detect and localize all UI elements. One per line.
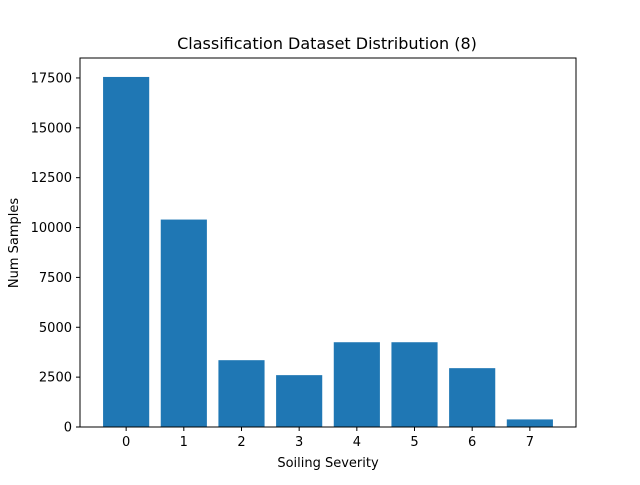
y-tick-label-2500: 2500 <box>39 371 72 386</box>
x-tick-label-3: 3 <box>295 435 303 450</box>
y-ticks-group: 0 2500 5000 7500 10000 12500 15000 17500 <box>31 71 80 436</box>
y-tick-label-15000: 15000 <box>31 121 72 136</box>
y-tick-label-12500: 12500 <box>31 171 72 186</box>
y-tick-label-0: 0 <box>64 421 72 436</box>
x-axis-label: Soiling Severity <box>277 456 379 471</box>
x-tick-label-1: 1 <box>180 435 188 450</box>
bar-6 <box>449 368 496 427</box>
y-axis-label: Num Samples <box>7 198 22 289</box>
x-tick-label-7: 7 <box>526 435 534 450</box>
x-tick-label-0: 0 <box>122 435 130 450</box>
bar-7 <box>506 419 553 427</box>
y-tick-label-7500: 7500 <box>39 271 72 286</box>
chart-title: Classification Dataset Distribution (8) <box>177 34 477 53</box>
bar-4 <box>333 342 380 427</box>
x-tick-label-2: 2 <box>237 435 245 450</box>
bars-group <box>103 76 553 428</box>
x-tick-label-4: 4 <box>353 435 361 450</box>
x-tick-label-5: 5 <box>410 435 418 450</box>
bar-1 <box>160 219 207 427</box>
bar-2 <box>218 360 265 427</box>
y-tick-label-10000: 10000 <box>31 221 72 236</box>
bar-0 <box>103 76 150 428</box>
x-ticks-group: 0 1 2 3 4 5 6 7 <box>122 427 534 450</box>
bar-3 <box>276 375 323 427</box>
y-tick-label-5000: 5000 <box>39 321 72 336</box>
bar-5 <box>391 342 438 427</box>
plot-frame <box>79 57 577 428</box>
x-tick-label-6: 6 <box>468 435 476 450</box>
y-tick-label-17500: 17500 <box>31 71 72 86</box>
